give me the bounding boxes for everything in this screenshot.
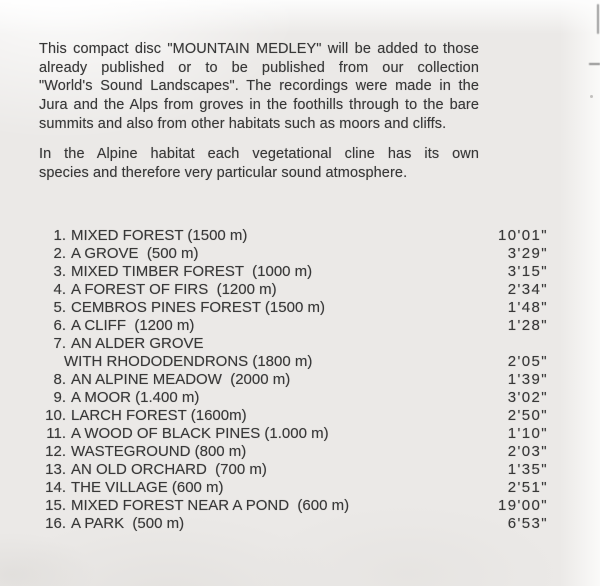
paragraph-line: species and therefore very particular so… <box>39 164 408 181</box>
track-duration: 2'50" <box>507 407 548 424</box>
track-duration: 2'34" <box>507 281 548 298</box>
track-duration: 3'15" <box>507 263 548 280</box>
track-number: 6. <box>53 317 66 334</box>
track-list: 1. MIXED FOREST (1500 m) 10'01" 2. A GROVE (… <box>39 227 548 533</box>
track-number: 14. <box>45 479 66 496</box>
track-duration: 3'02" <box>507 389 548 406</box>
track-name: WASTEGROUND (800 m) <box>71 443 247 460</box>
track-number: 8. <box>53 371 66 388</box>
track-row: 6. A CLIFF (1200 m) 1'28" <box>39 317 548 335</box>
intro-paragraph-1: This compact disc "MOUNTAIN MEDLEY" will… <box>39 40 479 133</box>
track-name: A GROVE (500 m) <box>71 245 199 262</box>
track-name: AN ALDER GROVE WITH RHODODENDRONS (1800 m… <box>64 335 508 371</box>
track-name: MIXED FOREST NEAR A POND (600 m) <box>71 497 350 514</box>
track-duration: 1'35" <box>507 461 548 478</box>
track-duration: 3'29" <box>507 245 548 262</box>
track-row: 12. WASTEGROUND (800 m) 2'03" <box>39 443 548 461</box>
track-name: THE VILLAGE (600 m) <box>71 479 224 496</box>
track-duration: 10'01" <box>498 227 548 244</box>
track-row: 7. AN ALDER GROVE WITH RHODODENDRONS (1800… <box>39 335 548 371</box>
paragraph-line: "World's Sound Landscapes". The recordin… <box>39 78 479 95</box>
track-name-line2: WITH RHODODENDRONS (1800 m) <box>64 353 313 370</box>
track-duration: 2'51" <box>507 479 548 496</box>
track-number: 7. <box>53 335 66 352</box>
track-row: 15. MIXED FOREST NEAR A POND (600 m) 19'00… <box>39 497 548 515</box>
track-number: 3. <box>53 263 66 280</box>
track-duration: 2'03" <box>507 443 548 460</box>
track-row: 2. A GROVE (500 m) 3'29" <box>39 245 548 263</box>
track-row: 14. THE VILLAGE (600 m) 2'51" <box>39 479 548 497</box>
track-duration: 1'28" <box>507 317 548 334</box>
intro-paragraph-2: In the Alpine habitat each vegetational … <box>39 145 479 182</box>
track-name: A FOREST OF FIRS (1200 m) <box>71 281 277 298</box>
track-row: 4. A FOREST OF FIRS (1200 m) 2'34" <box>39 281 548 299</box>
scan-artifact-vertical-line <box>597 4 599 34</box>
track-number: 13. <box>45 461 66 478</box>
track-name: A PARK (500 m) <box>71 515 185 532</box>
track-number: 2. <box>53 245 66 262</box>
track-duration: 2'05" <box>507 353 548 370</box>
track-row: 11. A WOOD OF BLACK PINES (1.000 m) 1'10" <box>39 425 548 443</box>
track-row: 1. MIXED FOREST (1500 m) 10'01" <box>39 227 548 245</box>
track-name: LARCH FOREST (1600m) <box>71 407 247 424</box>
track-duration: 6'53" <box>507 515 548 532</box>
track-duration: 1'10" <box>507 425 548 442</box>
track-row: 8. AN ALPINE MEADOW (2000 m) 1'39" <box>39 371 548 389</box>
track-number: 1. <box>53 227 66 244</box>
track-duration: 1'39" <box>507 371 548 388</box>
track-number: 5. <box>53 299 66 316</box>
track-name: CEMBROS PINES FOREST (1500 m) <box>71 299 325 316</box>
track-row: 5. CEMBROS PINES FOREST (1500 m) 1'48" <box>39 299 548 317</box>
paragraph-line: Jura and the Alps from groves in the foo… <box>39 96 479 113</box>
track-name: AN ALPINE MEADOW (2000 m) <box>71 371 291 388</box>
scan-artifact-speck <box>590 95 593 98</box>
paragraph-line: In the Alpine habitat each vegetational … <box>39 146 479 162</box>
track-name: A WOOD OF BLACK PINES (1.000 m) <box>71 425 329 442</box>
track-name: AN OLD ORCHARD (700 m) <box>71 461 267 478</box>
track-name: MIXED TIMBER FOREST (1000 m) <box>71 263 313 280</box>
track-number: 11. <box>46 425 66 442</box>
track-row: 13. AN OLD ORCHARD (700 m) 1'35" <box>39 461 548 479</box>
track-number: 12. <box>45 443 66 460</box>
paragraph-line: summits and also from other habitats suc… <box>39 115 447 132</box>
track-row: 3. MIXED TIMBER FOREST (1000 m) 3'15" <box>39 263 548 281</box>
track-row: 9. A MOOR (1.400 m) 3'02" <box>39 389 548 407</box>
track-row: 10. LARCH FOREST (1600m) 2'50" <box>39 407 548 425</box>
track-name: A MOOR (1.400 m) <box>71 389 200 406</box>
track-duration: 1'48" <box>507 299 548 316</box>
track-number: 10. <box>45 407 66 424</box>
paragraph-line: This compact disc "MOUNTAIN MEDLEY" will… <box>39 41 479 57</box>
scan-artifact-dash <box>589 63 600 65</box>
track-number: 4. <box>53 281 66 298</box>
track-number: 15. <box>45 497 66 514</box>
track-name: A CLIFF (1200 m) <box>71 317 195 334</box>
track-number: 16. <box>45 515 66 532</box>
paragraph-line: already published or to be published fro… <box>39 59 479 76</box>
track-number: 9. <box>53 389 66 406</box>
track-row: 16. A PARK (500 m) 6'53" <box>39 515 548 533</box>
track-duration: 19'00" <box>498 497 548 514</box>
track-name: MIXED FOREST (1500 m) <box>71 227 248 244</box>
